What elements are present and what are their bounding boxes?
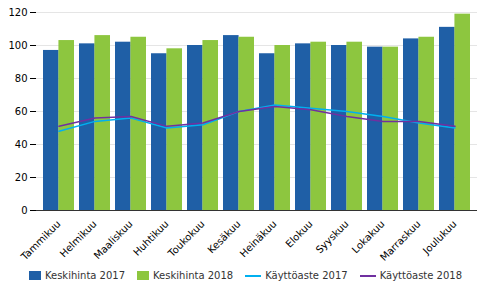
svg-text:120: 120 (8, 7, 27, 18)
svg-text:Kesäkuu: Kesäkuu (205, 218, 242, 255)
html-text:Keskihinta 2018: Keskihinta 2018 (153, 270, 234, 281)
svg-text:Tammikuu: Tammikuu (18, 218, 63, 263)
html-text:Käyttöaste 2018: Käyttöaste 2018 (379, 270, 463, 281)
svg-text:0: 0 (21, 205, 27, 216)
svg-text:Marraskuu: Marraskuu (378, 218, 423, 263)
svg-text:Joulukuu: Joulukuu (420, 218, 459, 257)
svg-text:Elokuu: Elokuu (283, 218, 314, 249)
html-text:Käyttöaste 2017: Käyttöaste 2017 (265, 270, 348, 281)
html-text:Keskihinta 2017: Keskihinta 2017 (44, 270, 126, 281)
svg-text:Helmikuu: Helmikuu (57, 218, 99, 260)
svg-text:100: 100 (8, 40, 27, 51)
svg-text:60: 60 (15, 106, 28, 117)
svg-text:Maaliskuu: Maaliskuu (92, 218, 135, 261)
svg-text:40: 40 (15, 139, 28, 150)
svg-text:Heinäkuu: Heinäkuu (238, 218, 279, 259)
svg-text:80: 80 (15, 73, 28, 84)
svg-text:Lokakuu: Lokakuu (350, 218, 387, 255)
svg-text:Toukokuu: Toukokuu (165, 218, 206, 259)
svg-text:Huhtikuu: Huhtikuu (131, 218, 171, 258)
svg-text:Syyskuu: Syyskuu (314, 218, 351, 255)
svg-text:20: 20 (15, 172, 28, 183)
